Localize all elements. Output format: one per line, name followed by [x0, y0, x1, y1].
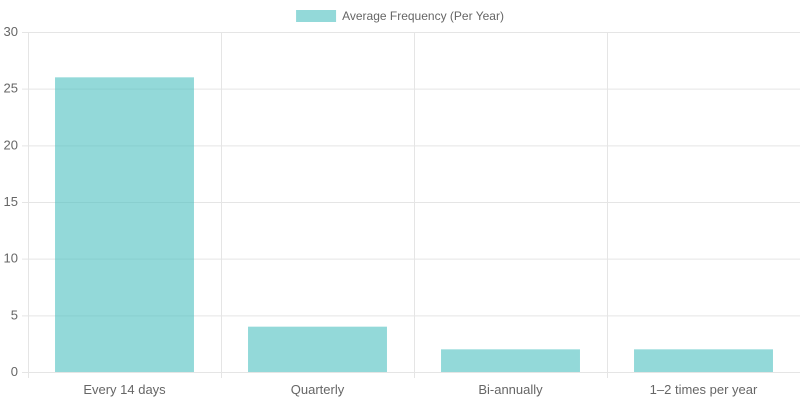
x-axis-ticks: Every 14 days Quarterly Bi-annually 1–2 tim… [83, 382, 758, 397]
x-tick-label: Every 14 days [83, 382, 166, 397]
y-axis-ticks: 0 5 10 15 20 25 30 [4, 24, 18, 379]
bar [441, 349, 580, 372]
y-tick-label: 10 [4, 251, 18, 266]
y-tick-label: 15 [4, 194, 18, 209]
legend-swatch [296, 10, 337, 22]
x-tick-label: Quarterly [291, 382, 345, 397]
legend[interactable]: Average Frequency (Per Year) [296, 9, 504, 23]
y-tick-label: 20 [4, 137, 18, 152]
y-tick-label: 0 [11, 364, 18, 379]
x-tick-label: Bi-annually [478, 382, 543, 397]
y-tick-label: 5 [11, 307, 18, 322]
y-tick-label: 25 [4, 81, 18, 96]
bars-layer [55, 77, 773, 372]
y-tick-label: 30 [4, 24, 18, 39]
bar [634, 349, 773, 372]
bar [248, 326, 387, 372]
legend-label: Average Frequency (Per Year) [342, 9, 504, 23]
bar [55, 77, 194, 372]
x-tick-label: 1–2 times per year [650, 382, 758, 397]
